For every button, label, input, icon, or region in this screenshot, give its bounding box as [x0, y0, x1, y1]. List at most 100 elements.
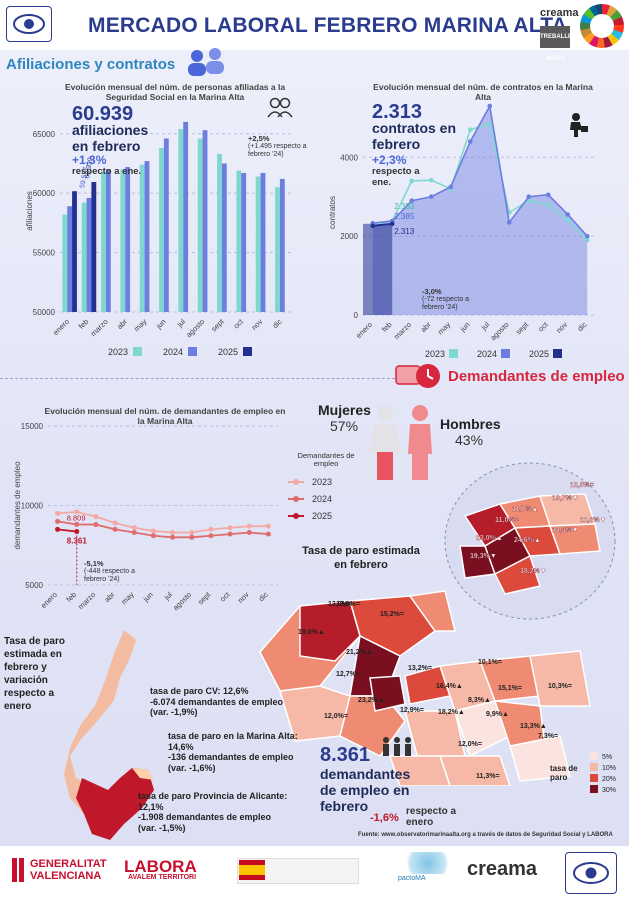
x-tick-label: dic [576, 320, 589, 333]
series-line [57, 510, 269, 534]
point [189, 530, 195, 536]
x-tick-label: may [119, 590, 136, 607]
observatorio-eye-logo [6, 6, 52, 42]
series-line [372, 122, 588, 241]
legend-swatch [590, 763, 598, 771]
zoom-label: 14,3%▼ [552, 527, 579, 534]
bar [67, 206, 73, 312]
junts-logo: TREBALLEM JUNTS [540, 26, 577, 62]
point [55, 518, 61, 524]
x-tick-label: oct [536, 319, 550, 333]
point [208, 526, 214, 532]
gva-logo-text: GENERALITAT VALENCIANA [30, 858, 107, 882]
bar [279, 178, 285, 312]
legend-label: 2023 [425, 349, 445, 359]
y-tick-label: 0 [354, 311, 359, 320]
point [265, 531, 271, 537]
job-seekers-icon [395, 364, 440, 388]
municipality [509, 735, 571, 782]
tasa-cv-var: -6.074 demandantes de empleo (var. -1,9%… [150, 696, 284, 718]
series-line [57, 520, 269, 539]
queue-icon [383, 737, 411, 756]
municipality [388, 755, 451, 786]
bar [86, 197, 92, 312]
zoom-municipality [548, 523, 601, 555]
source-note: Fuente: www.observatorimarinaalta.org a … [358, 832, 613, 838]
zoom-label: 19,7%▼ [552, 495, 579, 502]
legend-label: 5% [602, 754, 612, 761]
pacto-logo-text: pactoMA [398, 875, 426, 882]
tasa-al-block: tasa de paro Provincia de Alicante: 12,1… [138, 791, 288, 833]
municipality [299, 600, 361, 662]
labora-logo: LABORA [124, 857, 197, 876]
point [545, 192, 551, 198]
legend-swatch [501, 349, 510, 358]
map-label: 13,0%= [328, 601, 352, 608]
x-tick-label: sept [209, 316, 226, 333]
x-tick-label: abr [102, 590, 116, 604]
map-label: 23,2%▲ [358, 697, 385, 704]
bar [139, 164, 145, 312]
bar [144, 161, 150, 312]
x-tick-label: nov [249, 317, 264, 332]
map-label: 12,9%= [400, 707, 424, 714]
point [265, 523, 271, 529]
page-title: MERCADO LABORAL FEBRERO MARINA ALTA [88, 14, 568, 37]
map-label: 18,2%▲ [438, 709, 465, 716]
men-pct: 43% [455, 432, 484, 448]
x-tick-label: oct [218, 589, 232, 603]
point [93, 514, 99, 520]
people-outline-icon [267, 97, 293, 118]
legend-dot [293, 496, 299, 502]
point [389, 221, 395, 227]
zoom-label: 11,7%▲ [512, 506, 538, 513]
demand-pct: -1,6% [370, 812, 399, 824]
legend-label: 2025 [218, 347, 238, 357]
point [227, 531, 233, 537]
men-label: Hombres [440, 416, 501, 432]
y-tick-label: 5000 [25, 581, 43, 590]
municipality [408, 590, 456, 632]
series-line [372, 103, 588, 237]
map-label: 12,0%= [458, 741, 482, 748]
map-label: 12,7%= [336, 671, 360, 678]
x-tick-label: may [132, 317, 149, 334]
point [74, 521, 80, 527]
y-tick-label: 60000 [33, 189, 56, 198]
point [565, 218, 571, 223]
x-tick-label: nov [554, 320, 569, 335]
bar [120, 169, 126, 312]
x-tick-label: marzo [392, 320, 413, 341]
bar [275, 187, 280, 312]
afil-big-label: afiliaciones en febrero [72, 122, 149, 154]
women-label: Mujeres [318, 402, 371, 418]
zoom-municipality [493, 554, 541, 595]
point [55, 526, 61, 532]
afil-pct-label: respecto a ene. [72, 166, 142, 177]
y-tick-label: 4000 [340, 153, 358, 162]
point [74, 509, 80, 515]
legend-swatch [590, 752, 598, 760]
map-label: 10,1%= [478, 659, 502, 666]
tasa-al-var: -1.908 demandantes de empleo (var. -1,5%… [138, 812, 272, 833]
legend-label: 2024 [312, 494, 332, 504]
x-tick-label: abr [419, 320, 433, 334]
x-tick-label: feb [380, 320, 394, 334]
map-label: 9,9%▲ [486, 711, 509, 718]
contr-chart-title: Evolución mensual del núm. de contratos … [373, 82, 593, 102]
map-label: 15,2%= [380, 611, 404, 618]
bar [159, 148, 164, 312]
map-label: 13,2%= [408, 665, 432, 672]
point [227, 525, 233, 531]
labora-subtitle: AVALEM TERRITORI [128, 874, 197, 881]
legend-swatch [133, 347, 142, 356]
point [93, 522, 99, 528]
map-label: 13,3%▲ [520, 723, 547, 730]
contr-big-label: contratos en febrero [372, 120, 457, 152]
point [370, 223, 376, 229]
municipality [438, 755, 511, 786]
tasa-cv: tasa de paro CV: 12,6% [150, 686, 249, 696]
afil-big-number: 60.939 [72, 103, 134, 125]
eye-icon [573, 862, 609, 884]
